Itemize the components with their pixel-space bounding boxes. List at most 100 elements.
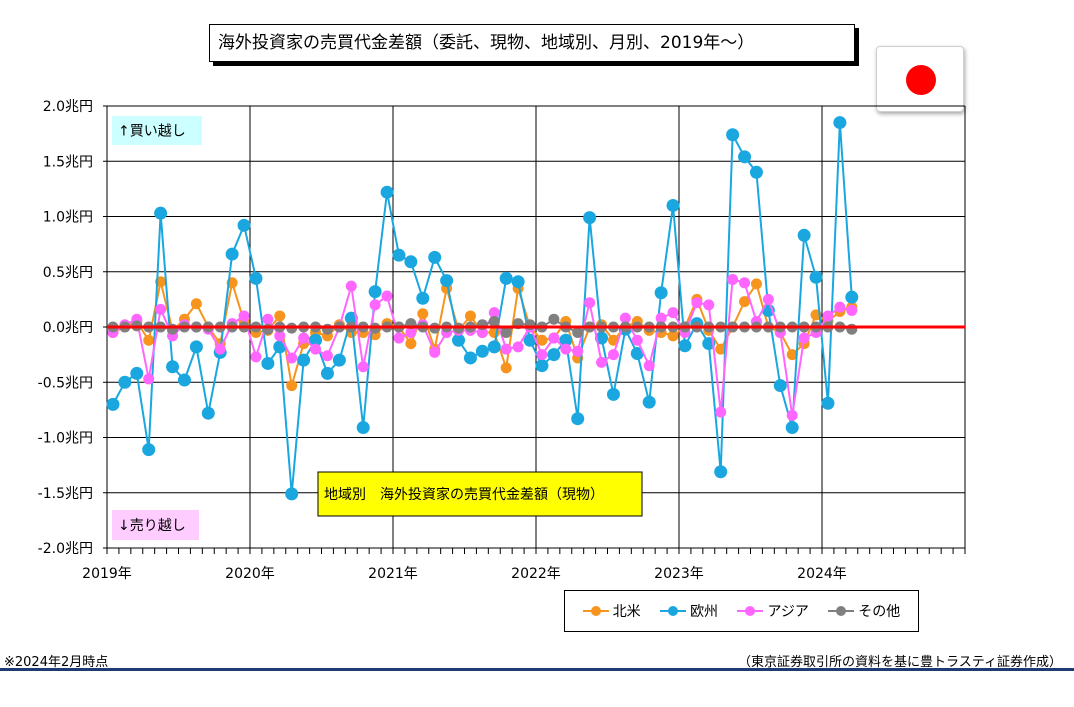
japan-flag-icon — [876, 46, 964, 112]
y-tick-label: -2.0兆円 — [38, 541, 93, 557]
point-欧州 — [678, 339, 692, 353]
point-欧州 — [487, 340, 501, 354]
footnote-source: （東京証券取引所の資料を基に豊トラスティ証券作成） — [738, 655, 1062, 670]
point-欧州 — [666, 198, 680, 212]
legend-label: アジア — [767, 604, 809, 620]
y-tick-label: 2.0兆円 — [43, 99, 93, 115]
point-アジア — [739, 277, 751, 289]
sell-label-box — [112, 510, 199, 540]
point-欧州 — [356, 421, 370, 435]
point-欧州 — [845, 290, 859, 304]
point-アジア — [238, 310, 250, 322]
point-その他 — [548, 313, 560, 325]
point-欧州 — [833, 116, 847, 130]
point-欧州 — [404, 255, 418, 269]
point-欧州 — [511, 275, 525, 289]
chart-subtitle: 地域別 海外投資家の売買代金差額（現物） — [324, 486, 604, 503]
point-アジア — [691, 297, 703, 309]
point-欧州 — [201, 406, 215, 420]
point-欧州 — [773, 379, 787, 393]
legend-item: 欧州 — [660, 601, 718, 621]
point-欧州 — [154, 206, 168, 220]
legend-item: 北米 — [582, 601, 641, 621]
point-欧州 — [320, 366, 334, 380]
legend-label: その他 — [858, 604, 901, 620]
legend-item: その他 — [828, 601, 900, 621]
footnote-date: ※2024年2月時点 — [4, 655, 109, 670]
point-アジア — [560, 343, 572, 355]
x-axis-ticks: 2019年 2020年 2021年 2022年 2023年 2024年 — [82, 566, 847, 582]
point-アジア — [250, 351, 262, 363]
point-その他 — [524, 319, 536, 331]
point-欧州 — [309, 333, 323, 347]
point-アジア — [214, 343, 226, 355]
legend-label: 北米 — [612, 604, 641, 620]
legend: 北米 欧州 アジア その他 — [564, 590, 919, 632]
point-欧州 — [714, 465, 728, 479]
point-アジア — [345, 280, 357, 292]
point-アジア — [298, 332, 310, 344]
flag-sun — [906, 65, 936, 95]
point-北米 — [786, 349, 798, 361]
point-北米 — [286, 380, 298, 392]
point-欧州 — [297, 353, 311, 367]
point-アジア — [381, 290, 393, 302]
y-tick-label: -1.0兆円 — [38, 431, 93, 447]
point-欧州 — [416, 291, 430, 305]
point-北米 — [750, 278, 762, 290]
point-欧州 — [559, 333, 573, 347]
y-tick-label: 1.5兆円 — [43, 154, 93, 170]
point-欧州 — [654, 286, 668, 300]
point-欧州 — [285, 487, 299, 501]
point-北米 — [143, 334, 155, 346]
y-tick-label: 0.0兆円 — [43, 320, 93, 336]
annotation-labels: ↑買い越し ↓売り越し 地域別 海外投資家の売買代金差額（現物） — [112, 116, 643, 540]
legend-dot — [668, 606, 679, 616]
point-アジア — [715, 406, 727, 418]
point-アジア — [405, 327, 417, 339]
point-欧州 — [630, 347, 644, 361]
point-北米 — [417, 308, 429, 320]
point-北米 — [274, 310, 286, 322]
point-欧州 — [166, 360, 180, 374]
buy-label: ↑買い越し — [118, 124, 186, 140]
point-アジア — [429, 346, 441, 358]
point-欧州 — [535, 359, 549, 373]
point-欧州 — [547, 348, 561, 362]
point-アジア — [762, 293, 774, 305]
point-北米 — [464, 310, 476, 322]
point-欧州 — [332, 353, 346, 367]
chart-title: 海外投資家の売買代金差額（委託、現物、地域別、月別、2019年～） — [209, 24, 855, 62]
point-欧州 — [475, 344, 489, 358]
point-アジア — [786, 409, 798, 421]
x-tick-label: 2019年 — [82, 566, 132, 582]
point-北米 — [405, 338, 417, 350]
x-tick-label: 2022年 — [511, 566, 561, 582]
point-欧州 — [189, 340, 203, 354]
point-アジア — [262, 313, 274, 325]
point-アジア — [512, 341, 524, 353]
point-欧州 — [118, 375, 132, 389]
point-欧州 — [225, 247, 239, 261]
y-tick-label: -1.5兆円 — [38, 486, 93, 502]
point-アジア — [500, 343, 512, 355]
legend-dot — [590, 606, 601, 616]
point-アジア — [643, 360, 655, 372]
point-欧州 — [428, 250, 442, 264]
legend-label: 欧州 — [690, 604, 719, 620]
x-tick-label: 2020年 — [225, 566, 275, 582]
point-その他 — [572, 327, 584, 339]
legend-marker — [582, 606, 609, 616]
legend-marker — [660, 606, 687, 616]
point-アジア — [655, 312, 667, 324]
point-欧州 — [237, 218, 251, 232]
point-アジア — [631, 334, 643, 346]
point-欧州 — [177, 373, 191, 387]
point-アジア — [310, 343, 322, 355]
point-欧州 — [571, 412, 585, 426]
legend-marker — [828, 606, 855, 616]
point-アジア — [607, 349, 619, 361]
point-アジア — [286, 352, 298, 364]
point-欧州 — [606, 387, 620, 401]
point-アジア — [536, 349, 548, 361]
